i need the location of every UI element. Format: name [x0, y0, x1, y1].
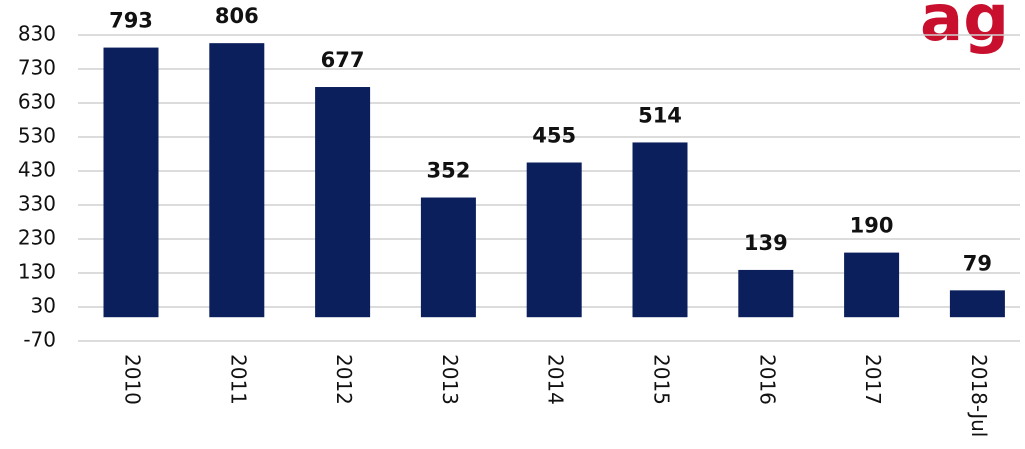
value-label: 455: [532, 124, 576, 148]
value-label: 139: [744, 231, 788, 255]
value-label: 806: [215, 4, 259, 28]
bar: [209, 43, 265, 318]
bar: [420, 197, 476, 318]
x-tick-label: 2017: [861, 354, 885, 405]
y-tick-label: 630: [18, 90, 56, 114]
x-tick-label: 2018-Jul: [967, 354, 991, 437]
x-tick-label: 2014: [544, 354, 568, 405]
value-label: 352: [426, 159, 470, 183]
y-tick-label: -70: [23, 328, 56, 352]
bar: [738, 269, 794, 318]
bar: [949, 290, 1005, 318]
bar: [632, 142, 688, 318]
y-tick-label: 730: [18, 56, 56, 80]
y-tick-label: 530: [18, 124, 56, 148]
bar: [315, 87, 371, 318]
bar: [526, 162, 582, 318]
y-tick-label: 230: [18, 226, 56, 250]
bar: [844, 252, 900, 318]
value-label: 190: [850, 214, 894, 238]
x-tick-label: 2015: [650, 354, 674, 405]
y-tick-label: 330: [18, 192, 56, 216]
value-label: 79: [963, 251, 992, 275]
value-label: 793: [109, 9, 153, 33]
y-tick-label: 830: [18, 22, 56, 46]
y-tick-label: 430: [18, 158, 56, 182]
value-label: 677: [321, 48, 365, 72]
x-tick-label: 2010: [121, 354, 145, 405]
y-tick-label: 130: [18, 260, 56, 284]
y-tick-label: 30: [31, 294, 56, 318]
x-tick-label: 2016: [755, 354, 779, 405]
x-tick-label: 2011: [226, 354, 250, 405]
logo: ag: [920, 0, 1009, 56]
x-tick-label: 2012: [332, 354, 356, 405]
bar: [103, 47, 159, 318]
x-tick-label: 2013: [438, 354, 462, 405]
value-label: 514: [638, 103, 682, 127]
